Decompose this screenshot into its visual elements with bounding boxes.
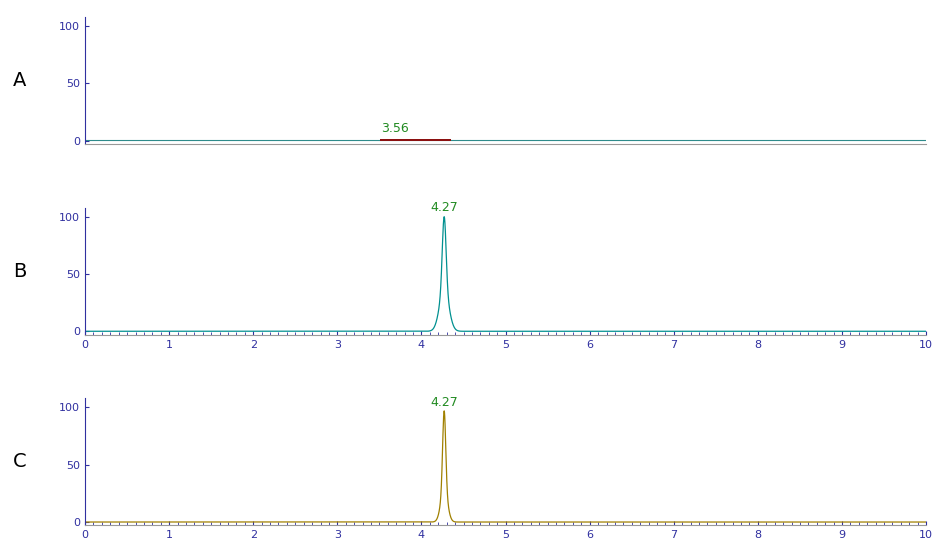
Text: C: C — [12, 452, 26, 471]
Point — [414, 135, 430, 144]
Point — [415, 135, 430, 144]
Point — [440, 136, 455, 145]
Point — [430, 136, 446, 145]
Point — [441, 135, 456, 144]
Point — [404, 136, 419, 145]
Point — [434, 135, 449, 144]
Point — [407, 135, 422, 144]
Point — [430, 135, 445, 144]
Point — [426, 135, 441, 144]
Point — [425, 135, 440, 144]
Text: A: A — [13, 71, 26, 90]
Point — [416, 135, 431, 144]
Point — [395, 135, 410, 144]
Point — [419, 136, 434, 145]
Point — [373, 136, 388, 145]
Point — [410, 136, 425, 145]
Point — [420, 136, 435, 145]
Point — [424, 135, 439, 144]
Point — [385, 136, 400, 145]
Text: 4.27: 4.27 — [430, 201, 458, 215]
Point — [379, 136, 394, 145]
Point — [380, 135, 396, 144]
Point — [435, 136, 450, 145]
Point — [396, 136, 411, 145]
Point — [412, 136, 427, 145]
Point — [443, 136, 458, 145]
Point — [429, 135, 444, 144]
Point — [388, 136, 403, 145]
Point — [411, 136, 426, 145]
Text: 3.56: 3.56 — [380, 122, 409, 135]
Point — [409, 136, 424, 145]
Point — [401, 136, 416, 145]
Point — [399, 136, 414, 145]
Point — [377, 136, 392, 145]
Point — [402, 136, 417, 145]
Point — [439, 136, 454, 145]
Point — [421, 136, 436, 145]
Point — [406, 135, 421, 144]
Point — [391, 135, 406, 144]
Point — [383, 136, 398, 145]
Point — [400, 135, 415, 144]
Point — [397, 136, 413, 145]
Point — [390, 136, 405, 145]
Point — [392, 135, 407, 144]
Point — [387, 136, 402, 145]
Point — [417, 136, 432, 145]
Point — [375, 136, 390, 145]
Point — [378, 136, 393, 145]
Point — [433, 135, 448, 144]
Point — [386, 136, 401, 145]
Point — [376, 135, 391, 144]
Point — [396, 136, 412, 145]
Point — [393, 136, 408, 145]
Point — [381, 135, 396, 144]
Point — [382, 136, 397, 145]
Point — [413, 135, 428, 144]
Point — [422, 135, 437, 144]
Point — [436, 135, 451, 144]
Point — [405, 136, 420, 145]
Point — [427, 135, 442, 144]
Text: B: B — [13, 262, 26, 281]
Point — [431, 136, 447, 145]
Point — [438, 136, 453, 145]
Text: 4.27: 4.27 — [430, 396, 458, 409]
